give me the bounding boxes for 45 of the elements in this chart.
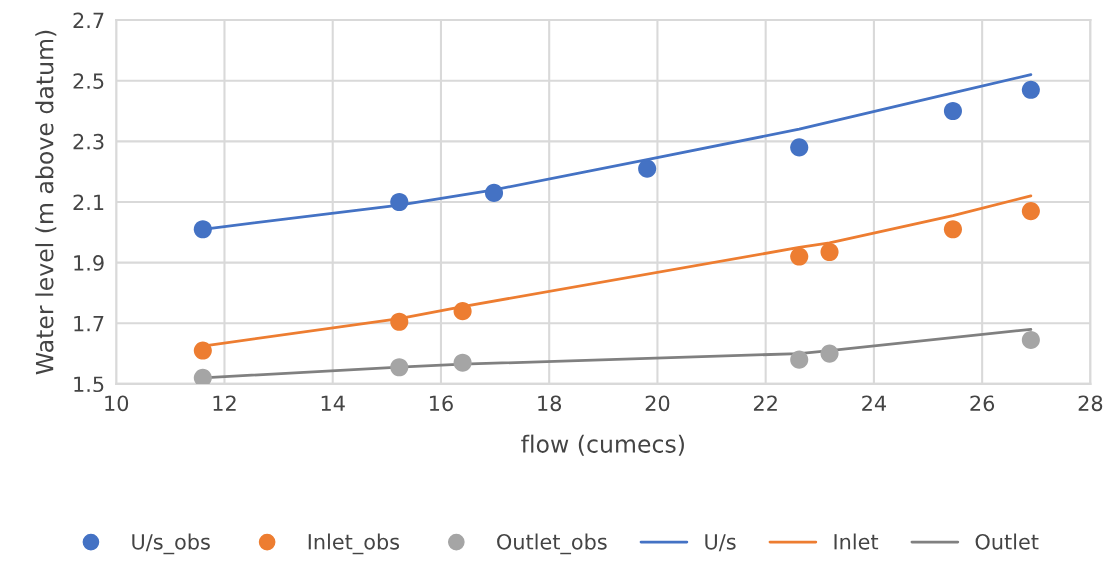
x-axis-title: flow (cumecs) bbox=[521, 434, 684, 456]
y-tick-label: 1.9 bbox=[74, 255, 104, 271]
y-tick-label: 1.5 bbox=[74, 376, 104, 393]
legend-label: Inlet bbox=[834, 533, 879, 550]
point bbox=[193, 341, 212, 360]
legend-label: Inlet_obs bbox=[308, 533, 400, 555]
point bbox=[390, 312, 409, 331]
point bbox=[943, 101, 962, 121]
legend-label: Outlet bbox=[975, 533, 1039, 550]
point bbox=[943, 220, 962, 239]
point bbox=[790, 138, 809, 157]
y-tick-label: 2.7 bbox=[73, 12, 104, 28]
y-tick-label: 2.1 bbox=[73, 194, 104, 210]
point bbox=[820, 242, 839, 262]
x-tick-label: 24 bbox=[862, 395, 886, 411]
point bbox=[390, 192, 409, 212]
x-tick-label: 18 bbox=[538, 395, 562, 412]
point bbox=[193, 368, 212, 384]
point bbox=[790, 350, 809, 369]
point bbox=[484, 183, 504, 202]
x-tick-label: 10 bbox=[105, 395, 129, 412]
x-tick-label: 12 bbox=[213, 395, 236, 411]
point bbox=[1021, 202, 1040, 221]
x-tick-label: 14 bbox=[321, 395, 345, 411]
point bbox=[390, 358, 409, 377]
y-tick-label: 2.3 bbox=[73, 133, 104, 150]
x-tick-label: 28 bbox=[1078, 395, 1103, 412]
point bbox=[820, 344, 839, 363]
legend-label: Outlet_obs bbox=[497, 533, 607, 555]
x-tick-label: 26 bbox=[970, 395, 995, 412]
point bbox=[638, 159, 657, 178]
legend-label: U/s_obs bbox=[132, 533, 210, 555]
point bbox=[1021, 330, 1040, 349]
point bbox=[193, 220, 212, 239]
x-tick-label: 16 bbox=[429, 395, 453, 412]
y-axis-title: Water level (m above datum) bbox=[35, 30, 57, 375]
point bbox=[453, 353, 472, 372]
point bbox=[790, 247, 809, 266]
x-tick-label: 22 bbox=[753, 395, 777, 411]
legend-label: U/s bbox=[705, 534, 736, 552]
x-tick-label: 20 bbox=[645, 395, 670, 412]
y-tick-label: 2.5 bbox=[73, 73, 104, 89]
point bbox=[453, 302, 472, 321]
y-tick-label: 1.7 bbox=[74, 315, 104, 332]
point bbox=[1021, 80, 1040, 99]
